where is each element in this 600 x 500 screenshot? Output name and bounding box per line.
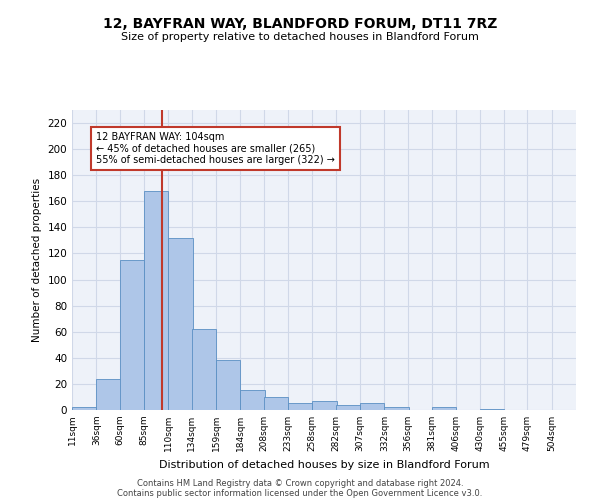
Bar bbox=[432, 408, 457, 410]
Bar bbox=[216, 360, 241, 410]
Text: 12 BAYFRAN WAY: 104sqm
← 45% of detached houses are smaller (265)
55% of semi-de: 12 BAYFRAN WAY: 104sqm ← 45% of detached… bbox=[97, 132, 335, 166]
Text: 12, BAYFRAN WAY, BLANDFORD FORUM, DT11 7RZ: 12, BAYFRAN WAY, BLANDFORD FORUM, DT11 7… bbox=[103, 18, 497, 32]
Bar bbox=[97, 378, 121, 410]
Bar bbox=[479, 408, 504, 410]
Text: Size of property relative to detached houses in Blandford Forum: Size of property relative to detached ho… bbox=[121, 32, 479, 42]
Text: Contains public sector information licensed under the Open Government Licence v3: Contains public sector information licen… bbox=[118, 489, 482, 498]
Text: Contains HM Land Registry data © Crown copyright and database right 2024.: Contains HM Land Registry data © Crown c… bbox=[137, 479, 463, 488]
Bar bbox=[119, 260, 144, 410]
Y-axis label: Number of detached properties: Number of detached properties bbox=[32, 178, 42, 342]
Bar bbox=[313, 401, 337, 410]
Bar bbox=[241, 390, 265, 410]
Bar bbox=[385, 408, 409, 410]
Bar bbox=[360, 404, 385, 410]
Bar bbox=[263, 397, 288, 410]
Bar bbox=[169, 238, 193, 410]
Bar bbox=[144, 191, 169, 410]
Bar bbox=[335, 405, 360, 410]
X-axis label: Distribution of detached houses by size in Blandford Forum: Distribution of detached houses by size … bbox=[158, 460, 490, 469]
Bar bbox=[72, 408, 97, 410]
Bar bbox=[288, 404, 313, 410]
Bar bbox=[191, 329, 216, 410]
